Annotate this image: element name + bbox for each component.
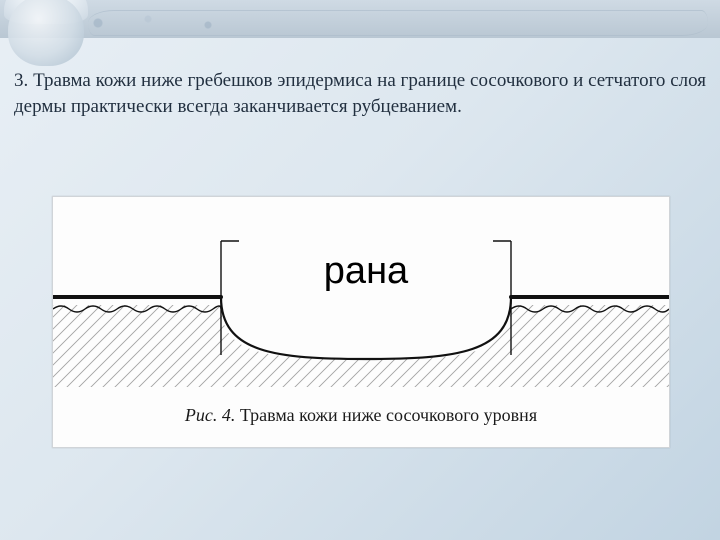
- paragraph-number: 3.: [14, 70, 28, 91]
- figure-caption-prefix: Рис. 4.: [185, 405, 235, 425]
- figure-container: рана Рис. 4. Травма кожи ниже сосочковог…: [52, 196, 670, 448]
- decorative-swirl: [88, 10, 708, 36]
- decorative-head: [8, 0, 84, 66]
- wound-diagram: рана: [53, 197, 669, 387]
- figure-caption-text: Травма кожи ниже сосочкового уровня: [240, 405, 537, 425]
- svg-text:рана: рана: [324, 250, 409, 292]
- figure-caption: Рис. 4. Травма кожи ниже сосочкового уро…: [53, 405, 669, 426]
- paragraph-text: 3. Травма кожи ниже гребешков эпидермиса…: [14, 68, 706, 119]
- paragraph-body: Травма кожи ниже гребешков эпидермиса на…: [14, 70, 706, 117]
